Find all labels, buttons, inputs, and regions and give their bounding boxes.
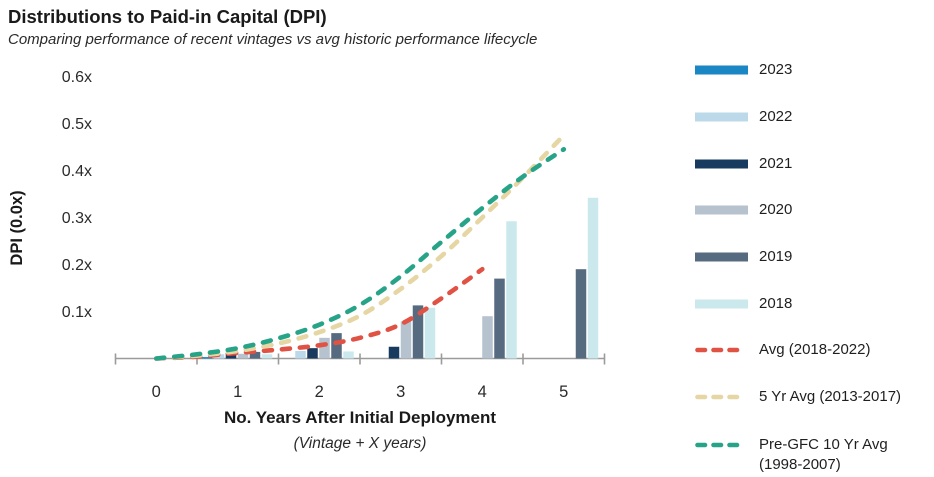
legend-item-pre-gfc-10-yr-avg: Pre-GFC 10 Yr Avg (1998-2007) xyxy=(695,421,930,475)
x-tick-label: 0 xyxy=(152,383,161,401)
bar-2019-year-5 xyxy=(575,269,587,359)
y-tick-label: 0.6x xyxy=(62,69,92,86)
legend-color-swatch xyxy=(695,299,748,309)
legend-label: 5 Yr Avg (2013-2017) xyxy=(759,388,902,406)
bar-2018-year-3 xyxy=(424,307,436,359)
bar-2021-year-2 xyxy=(307,348,318,359)
dpi-chart-canvas: 0.1x 0.2x 0.3x 0.4x 0.5x 0.6x DPI (0.0x) 0 1 2 3 4 5… xyxy=(8,69,606,452)
x-tick-label: 1 xyxy=(233,383,242,401)
legend-label: Avg (2018-2022) xyxy=(759,341,871,359)
x-tick-label: 4 xyxy=(478,383,487,401)
legend-item-2019: 2019 xyxy=(695,234,930,281)
y-tick-label: 0.4x xyxy=(62,163,92,180)
bar-2020-year-3 xyxy=(400,321,412,359)
chart-header: Distributions to Paid-in Capital (DPI) C… xyxy=(8,6,688,48)
y-axis-title: DPI (0.0x) xyxy=(8,190,26,265)
bar-2020-year-1 xyxy=(237,353,249,359)
legend-color-swatch xyxy=(695,112,748,122)
legend-color-swatch xyxy=(695,252,748,262)
legend-item-avg-2018-2022-: Avg (2018-2022) xyxy=(695,327,930,374)
legend-item-2020: 2020 xyxy=(695,187,930,234)
legend-label: 2020 xyxy=(759,201,793,219)
legend-item-2021: 2021 xyxy=(695,140,930,187)
y-tick-label: 0.5x xyxy=(62,116,92,133)
page-title: Distributions to Paid-in Capital (DPI) xyxy=(8,6,327,27)
y-tick-label: 0.2x xyxy=(62,257,92,274)
x-tick-label: 5 xyxy=(559,383,568,401)
y-tick-label: 0.3x xyxy=(62,210,92,227)
bar-2021-year-3 xyxy=(388,346,400,359)
legend-dashed-line-swatch xyxy=(695,348,748,353)
chart-legend: 2023 2022 2021 2020 2019 2018 Avg (2018-2022) 5… xyxy=(695,0,930,475)
bar-2019-year-1 xyxy=(249,351,261,359)
legend-color-swatch xyxy=(695,205,748,215)
legend-label: 2023 xyxy=(759,61,793,79)
legend-label: 2018 xyxy=(759,294,793,312)
legend-label: 2021 xyxy=(759,154,793,172)
legend-item-2023: 2023 xyxy=(695,47,930,94)
bar-2020-year-2 xyxy=(319,337,330,359)
legend-item-2022: 2022 xyxy=(695,94,930,141)
legend-item-2018: 2018 xyxy=(695,280,930,327)
bar-2020-year-4 xyxy=(482,316,493,359)
x-tick-label: 2 xyxy=(315,383,324,401)
legend-label: 2019 xyxy=(759,248,793,266)
legend-label: 2022 xyxy=(759,108,793,126)
x-axis-title: No. Years After Initial Deployment xyxy=(224,408,496,427)
legend-dashed-line-swatch xyxy=(695,442,748,447)
legend-label: Pre-GFC 10 Yr Avg (1998-2007) xyxy=(759,435,888,473)
legend-color-swatch xyxy=(695,65,748,75)
legend-color-swatch xyxy=(695,159,748,169)
bar-2022-year-2 xyxy=(295,350,306,359)
bar-2018-year-2 xyxy=(343,351,354,359)
bar-2019-year-2 xyxy=(331,333,342,359)
page-subtitle: Comparing performance of recent vintages… xyxy=(8,31,538,48)
bar-2019-year-4 xyxy=(494,278,505,359)
y-tick-label: 0.1x xyxy=(62,304,92,321)
bar-2018-year-5 xyxy=(587,197,599,359)
x-tick-label: 3 xyxy=(396,383,405,401)
legend-dashed-line-swatch xyxy=(695,394,748,400)
bar-2018-year-1 xyxy=(261,354,273,359)
bar-2023-year-1 xyxy=(201,357,213,359)
bar-2018-year-4 xyxy=(506,221,517,359)
legend-item-5-yr-avg-2013-2017-: 5 Yr Avg (2013-2017) xyxy=(695,374,930,421)
bar-2019-year-3 xyxy=(412,305,424,359)
x-axis-subtitle: (Vintage + X years) xyxy=(294,435,427,452)
trend-line-Pre-GFC 10 Yr Avg (1998-2007) xyxy=(154,147,567,361)
trend-line-5 Yr Avg (2013-2017) xyxy=(154,133,567,361)
